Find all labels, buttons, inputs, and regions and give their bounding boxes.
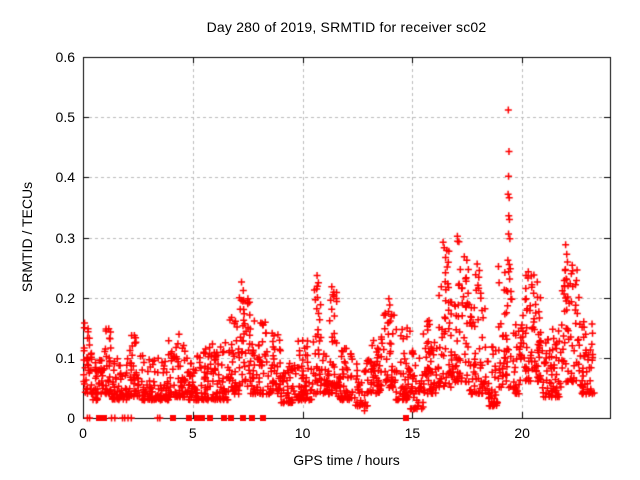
y-tick-label: 0.2 bbox=[55, 289, 75, 306]
x-axis-label: GPS time / hours bbox=[293, 452, 400, 468]
x-tick-label: 20 bbox=[514, 425, 530, 441]
chart-title: Day 280 of 2019, SRMTID for receiver sc0… bbox=[206, 19, 487, 35]
x-tick-label: 15 bbox=[404, 425, 421, 441]
x-tick-label: 0 bbox=[79, 425, 87, 441]
y-tick-label: 0.5 bbox=[55, 109, 75, 126]
y-tick-label: 0.1 bbox=[55, 349, 75, 366]
x-tick-label: 5 bbox=[188, 425, 197, 441]
y-tick-label: 0.4 bbox=[55, 169, 75, 186]
x-tick-label: 10 bbox=[294, 425, 311, 441]
y-tick-label: 0.6 bbox=[55, 49, 75, 65]
y-tick-label: 0.3 bbox=[55, 229, 75, 246]
y-tick-label: 0 bbox=[67, 410, 75, 426]
